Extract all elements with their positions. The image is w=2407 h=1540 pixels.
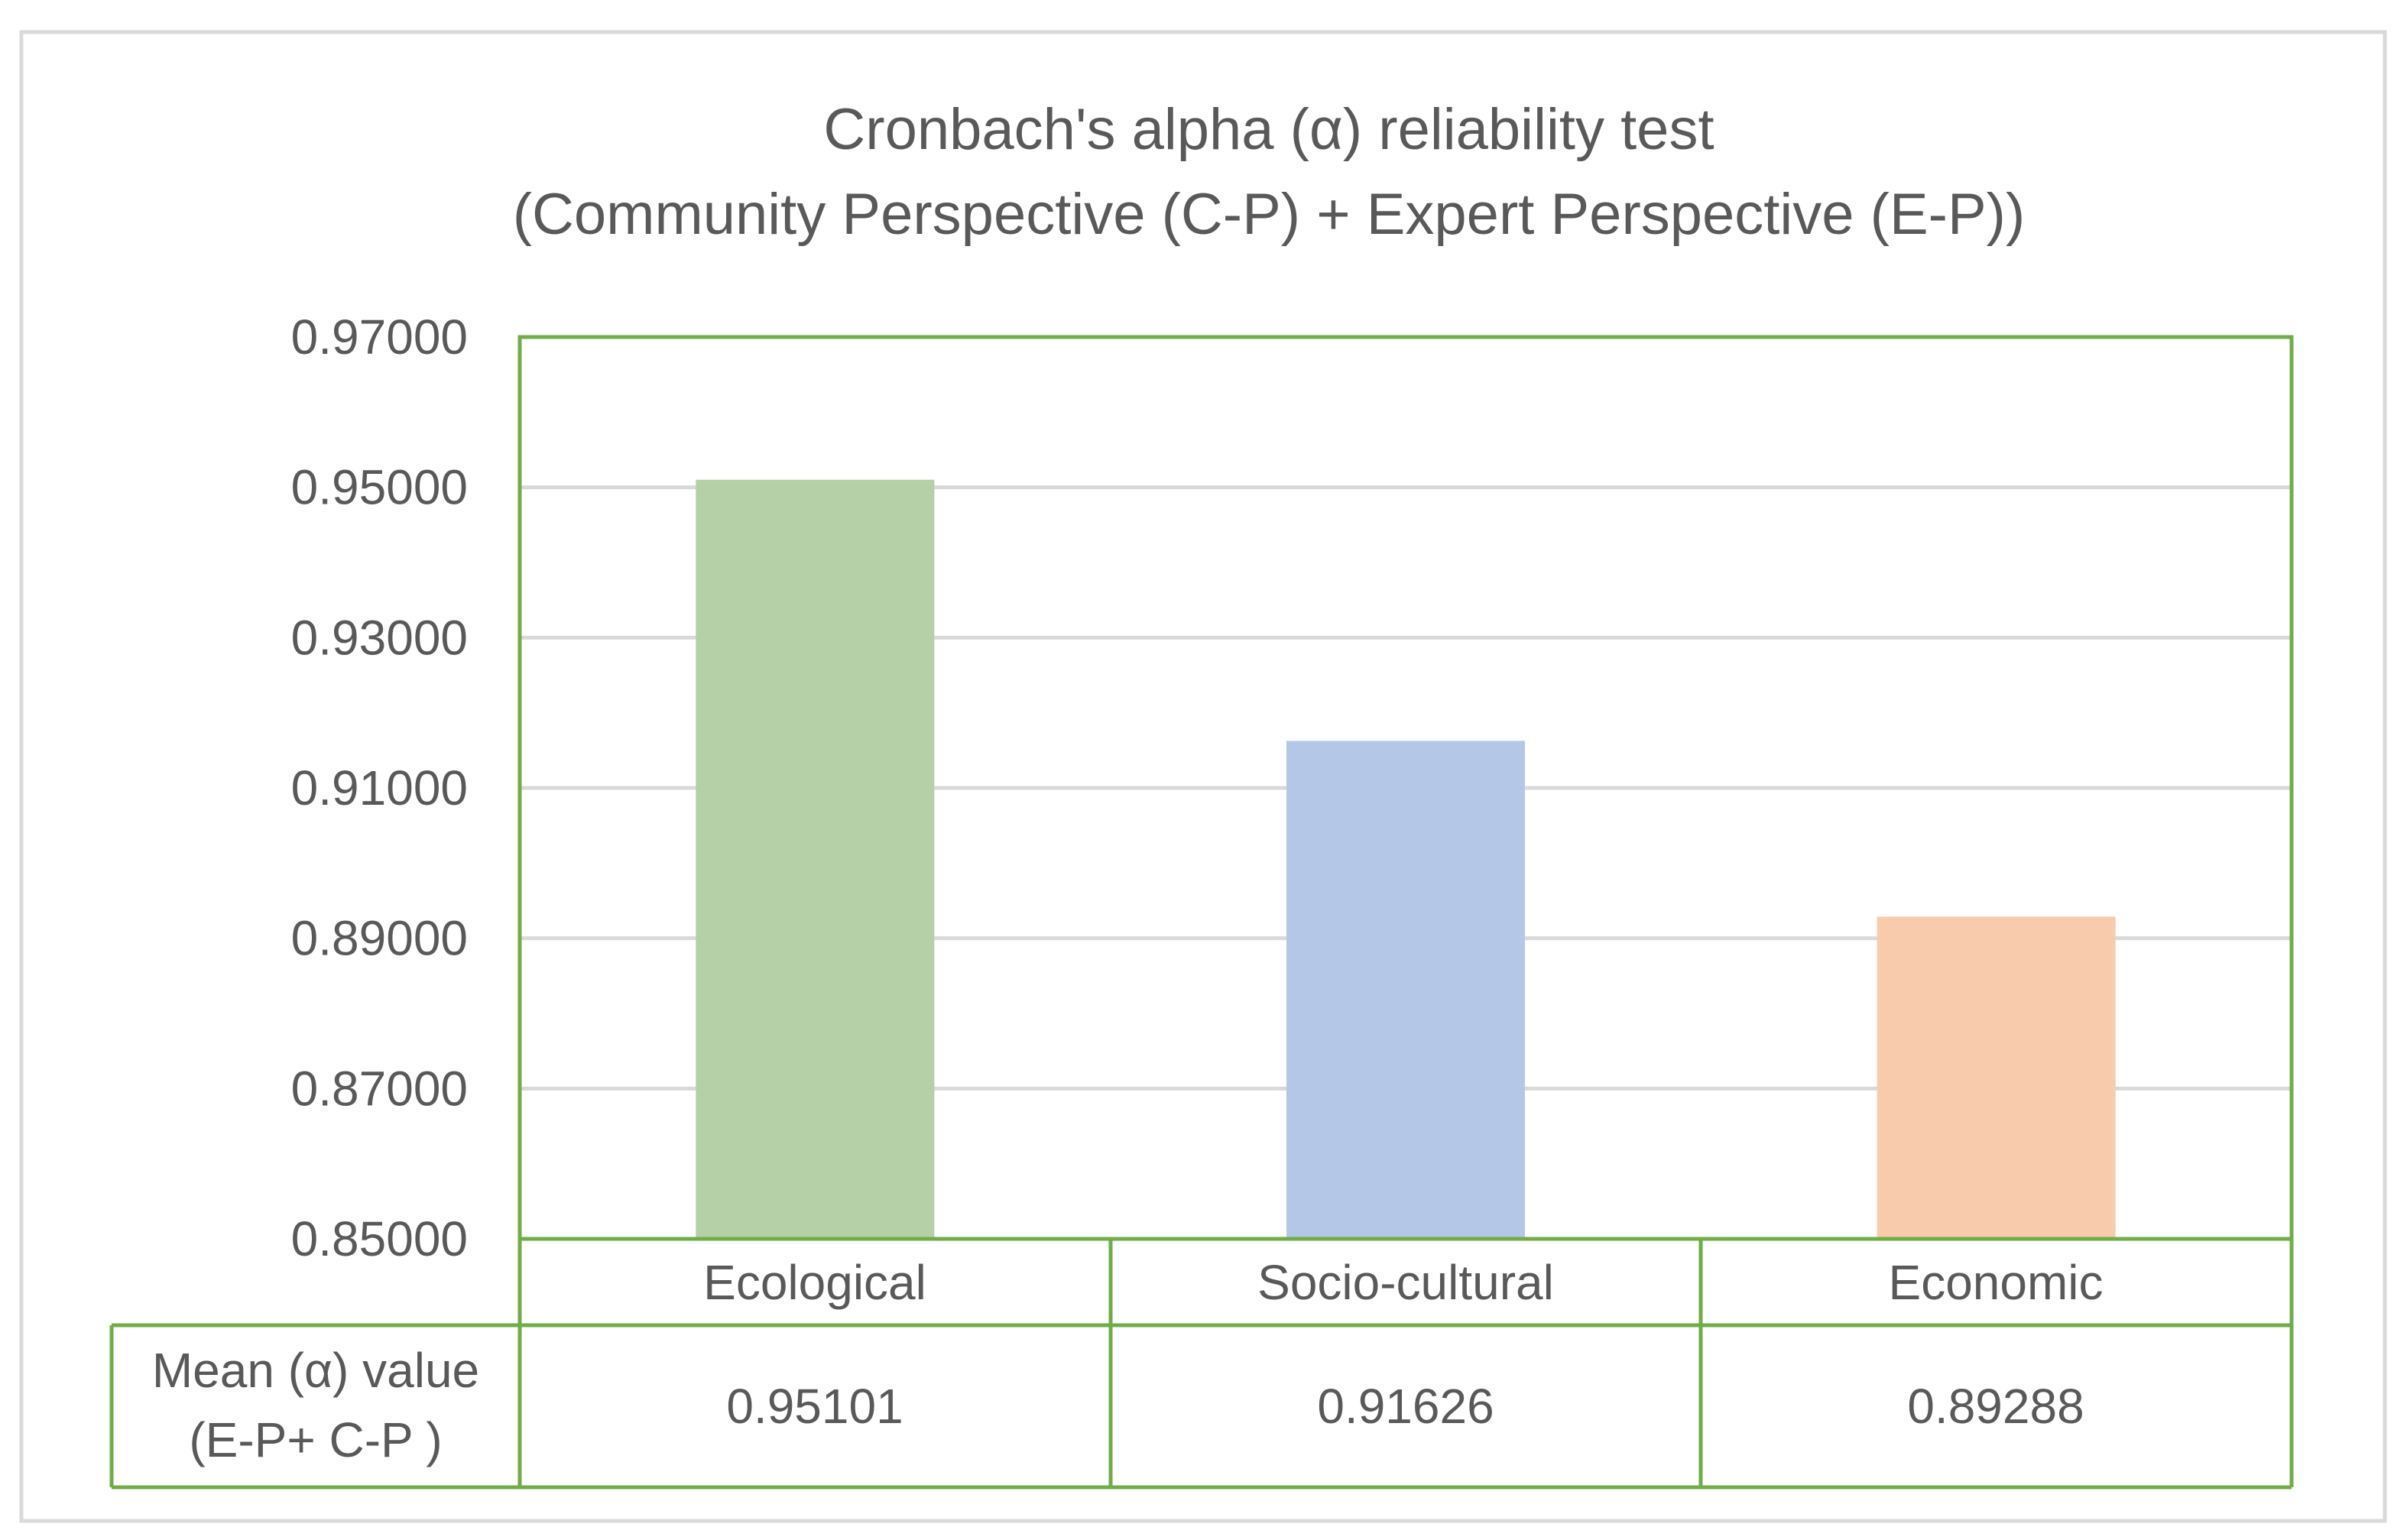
- chart-title-line-1: Cronbach's alpha (α) reliability test: [823, 97, 1714, 162]
- category-label-ecological: Ecological: [703, 1255, 926, 1310]
- table-row-header-line-1: Mean (α) value: [152, 1343, 479, 1398]
- y-tick-label: 0.85000: [291, 1211, 468, 1266]
- table-value-ecological: 0.95101: [726, 1379, 903, 1434]
- category-label-economic: Economic: [1889, 1255, 2104, 1310]
- category-label-socio-cultural: Socio-cultural: [1257, 1255, 1554, 1310]
- table-value-economic: 0.89288: [1907, 1379, 2084, 1434]
- y-tick-label: 0.91000: [291, 760, 468, 815]
- y-tick-label: 0.95000: [291, 460, 468, 515]
- y-tick-label: 0.97000: [291, 310, 468, 365]
- y-tick-label: 0.93000: [291, 610, 468, 665]
- bars: [696, 479, 2116, 1239]
- chart-title-line-2: (Community Perspective (C-P) + Expert Pe…: [513, 182, 2026, 247]
- y-tick-label: 0.87000: [291, 1061, 468, 1116]
- table-row-header-line-2: (E-P+ C-P ): [189, 1412, 442, 1467]
- y-tick-label: 0.89000: [291, 911, 468, 966]
- y-axis-ticks: 0.85000 0.87000 0.89000 0.91000 0.93000 0.950…: [291, 310, 468, 1266]
- table-value-socio-cultural: 0.91626: [1317, 1379, 1494, 1434]
- bar-socio-cultural: [1286, 741, 1525, 1239]
- bar-economic: [1877, 916, 2116, 1239]
- data-table: Mean (α) value (E-P+ C-P ) Ecological So…: [109, 1237, 2294, 1490]
- outer-frame: [19, 30, 2387, 1523]
- bar-ecological: [696, 479, 935, 1239]
